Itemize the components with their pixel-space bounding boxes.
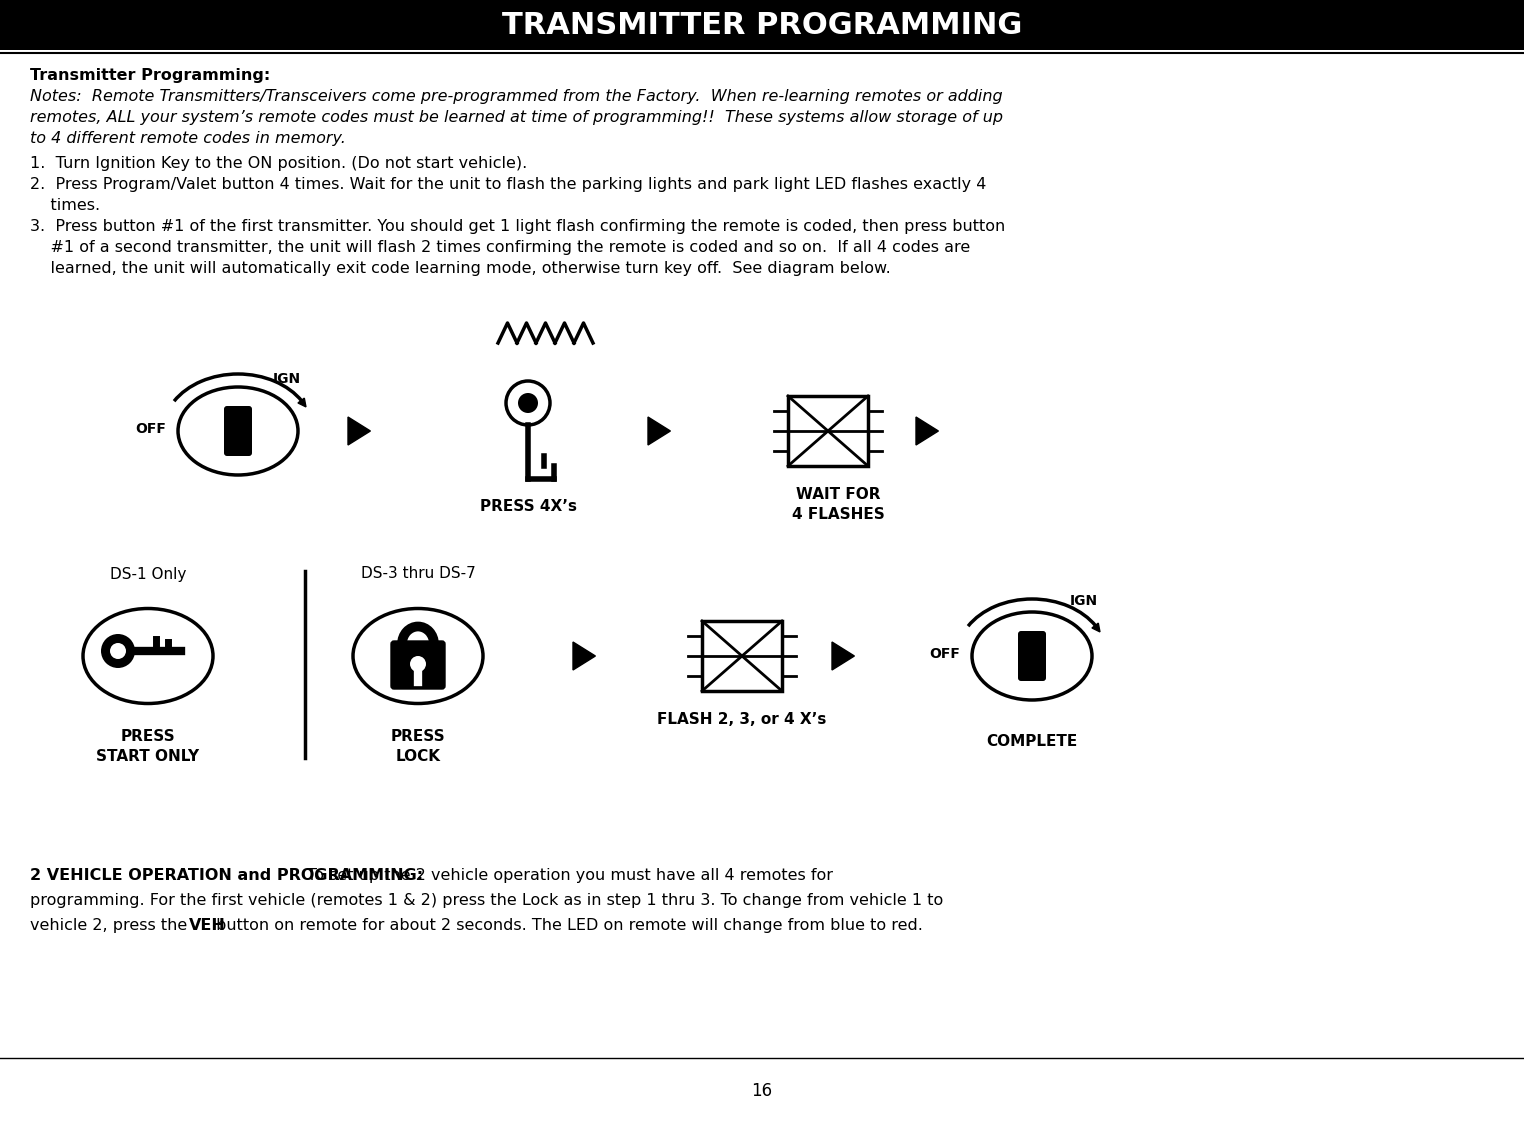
Text: FLASH 2, 3, or 4 X’s: FLASH 2, 3, or 4 X’s — [657, 712, 826, 727]
Text: 2.  Press Program/Valet button 4 times. Wait for the unit to flash the parking l: 2. Press Program/Valet button 4 times. W… — [30, 176, 986, 193]
Text: 3.  Press button #1 of the first transmitter. You should get 1 light flash confi: 3. Press button #1 of the first transmit… — [30, 219, 1006, 234]
Text: DS-1 Only: DS-1 Only — [110, 566, 186, 581]
Text: DS-3 thru DS-7: DS-3 thru DS-7 — [361, 566, 475, 581]
FancyBboxPatch shape — [224, 406, 251, 456]
Polygon shape — [573, 642, 596, 670]
Polygon shape — [648, 417, 671, 445]
Text: 1.  Turn Ignition Key to the ON position. (Do not start vehicle).: 1. Turn Ignition Key to the ON position.… — [30, 156, 527, 171]
Polygon shape — [916, 417, 939, 445]
Circle shape — [110, 643, 126, 659]
Text: OFF: OFF — [930, 647, 960, 661]
Circle shape — [518, 393, 538, 413]
Text: vehicle 2, press the: vehicle 2, press the — [30, 918, 192, 933]
Circle shape — [410, 656, 427, 672]
Text: button on remote for about 2 seconds. The LED on remote will change from blue to: button on remote for about 2 seconds. Th… — [212, 918, 924, 933]
Text: programming. For the first vehicle (remotes 1 & 2) press the Lock as in step 1 t: programming. For the first vehicle (remo… — [30, 893, 943, 908]
Text: COMPLETE: COMPLETE — [986, 733, 1077, 749]
Text: TRANSMITTER PROGRAMMING: TRANSMITTER PROGRAMMING — [501, 10, 1023, 39]
Text: 16: 16 — [751, 1082, 773, 1100]
Text: remotes, ALL your system’s remote codes must be learned at time of programming!!: remotes, ALL your system’s remote codes … — [30, 110, 1003, 125]
Text: PRESS
START ONLY: PRESS START ONLY — [96, 729, 200, 763]
Polygon shape — [347, 417, 370, 445]
Text: times.: times. — [30, 198, 101, 213]
Circle shape — [101, 634, 136, 668]
Text: Transmitter Programming:: Transmitter Programming: — [30, 68, 270, 83]
Polygon shape — [299, 398, 306, 407]
Text: To set up the 2 vehicle operation you must have all 4 remotes for: To set up the 2 vehicle operation you mu… — [302, 868, 832, 884]
Text: 2 VEHICLE OPERATION and PROGRAMMING:: 2 VEHICLE OPERATION and PROGRAMMING: — [30, 868, 424, 884]
Text: PRESS
LOCK: PRESS LOCK — [390, 729, 445, 763]
Text: IGN: IGN — [1070, 594, 1099, 609]
Polygon shape — [832, 642, 855, 670]
Text: OFF: OFF — [136, 422, 166, 435]
Bar — [788, 397, 869, 466]
Text: #1 of a second transmitter, the unit will flash 2 times confirming the remote is: #1 of a second transmitter, the unit wil… — [30, 240, 971, 256]
Text: WAIT FOR
4 FLASHES: WAIT FOR 4 FLASHES — [791, 487, 884, 521]
Bar — [0, 0, 1524, 50]
Text: VEH: VEH — [189, 918, 226, 933]
FancyBboxPatch shape — [392, 641, 445, 689]
FancyBboxPatch shape — [1018, 631, 1045, 681]
Polygon shape — [1093, 623, 1100, 631]
Text: IGN: IGN — [273, 372, 302, 386]
Bar — [703, 621, 782, 691]
Text: to 4 different remote codes in memory.: to 4 different remote codes in memory. — [30, 131, 346, 146]
Text: learned, the unit will automatically exit code learning mode, otherwise turn key: learned, the unit will automatically exi… — [30, 261, 890, 276]
Text: Notes:  Remote Transmitters/Transceivers come pre-programmed from the Factory.  : Notes: Remote Transmitters/Transceivers … — [30, 89, 1003, 104]
Text: PRESS 4X’s: PRESS 4X’s — [480, 499, 576, 515]
